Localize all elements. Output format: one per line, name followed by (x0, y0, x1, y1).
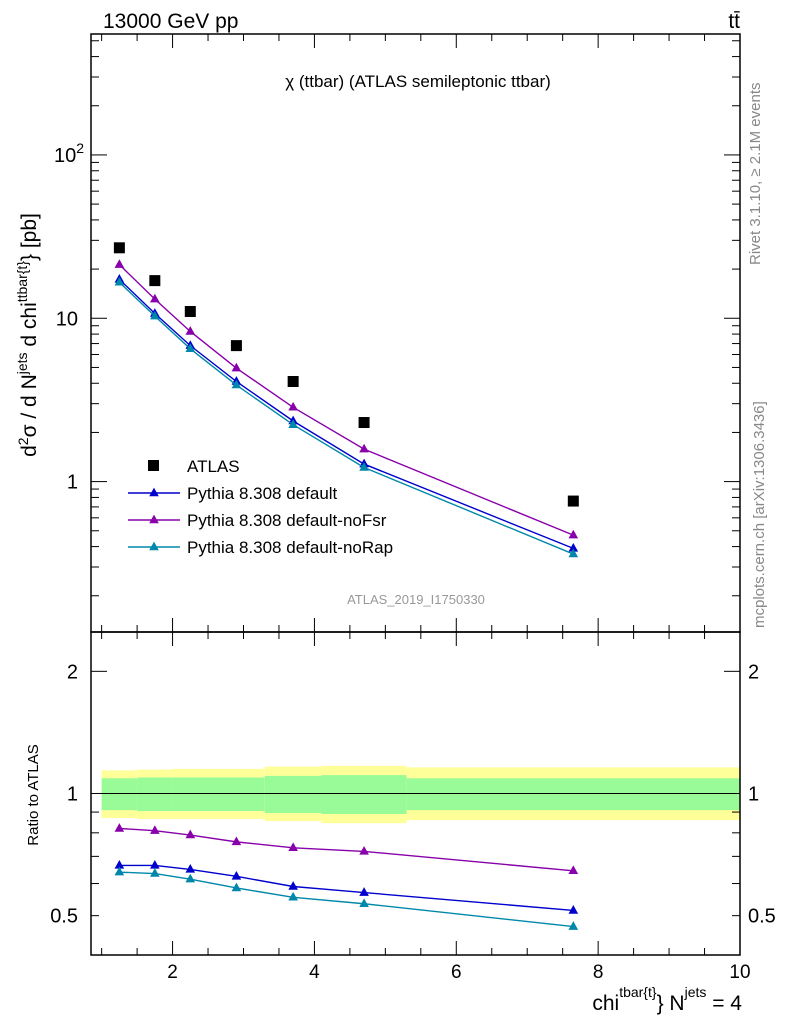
data-point-series-2 (150, 293, 160, 303)
data-point-series-2 (288, 401, 298, 411)
data-point-series-2 (185, 326, 196, 335)
ratio-point-series-1 (231, 836, 242, 846)
ratio-band-inner (172, 777, 209, 812)
main-title: χ (ttbar) (ATLAS semileptonic ttbar) (285, 72, 551, 91)
x-tick-label: 6 (451, 962, 462, 983)
data-point-series-2 (114, 259, 125, 268)
data-point-series-2 (568, 529, 579, 539)
ratio-point-series-2 (185, 873, 196, 883)
data-point-atlas (358, 417, 370, 429)
legend-label: Pythia 8.308 default (187, 484, 338, 503)
ratio-point-series-0 (568, 905, 579, 914)
data-point-series-3 (185, 343, 196, 353)
ratio-point-series-2 (288, 891, 298, 901)
data-point-atlas (230, 340, 242, 352)
ratio-band-inner (101, 778, 138, 811)
data-point-atlas (567, 495, 579, 507)
x-tick-label: 8 (593, 962, 604, 983)
ratio-point-series-2 (568, 921, 579, 930)
data-point-atlas (184, 306, 196, 318)
ratio-y-tick-label-right: 2 (748, 661, 759, 683)
x-tick-label: 2 (167, 962, 178, 983)
watermark: ATLAS_2019_I1750330 (347, 592, 485, 607)
data-point-atlas (113, 242, 125, 254)
data-point-series-1 (568, 542, 579, 552)
x-axis-label: chitbar{t}} Njets = 4 (592, 984, 742, 1015)
ratio-band-inner (321, 775, 407, 815)
ratio-point-series-0 (114, 860, 125, 869)
ratio-band-inner (406, 778, 740, 811)
y-tick-label: 1 (67, 472, 78, 494)
data-point-series-2 (359, 443, 369, 453)
legend-label: ATLAS (187, 457, 240, 476)
ratio-point-series-2 (150, 868, 160, 877)
ratio-point-series-1 (114, 823, 125, 832)
header-left: 13000 GeV pp (103, 10, 238, 33)
main-y-axis-label: d2σ / d Njets d chittbar{t}} [pb] (14, 213, 41, 457)
legend-marker (149, 541, 159, 551)
ratio-y-tick-label: 0.5 (50, 906, 78, 928)
ratio-point-series-0 (231, 870, 242, 880)
ratio-y-tick-label-right: 0.5 (748, 906, 776, 928)
ratio-point-series-1 (288, 842, 298, 852)
ratio-band-inner (264, 775, 322, 814)
ratio-point-series-2 (359, 898, 369, 907)
ratio-band-inner (208, 777, 265, 812)
header-right: tt̄ (728, 10, 740, 33)
x-tick-label: 4 (309, 962, 320, 983)
data-point-series-3 (359, 462, 369, 471)
ratio-panel: Ratio to ATLAS chitbar{t}} Njets = 4 2 4 6… (25, 631, 776, 1015)
x-tick-label: 10 (729, 962, 750, 983)
series-line-1 (118, 278, 574, 550)
data-point-series-3 (288, 419, 298, 428)
data-point-series-3 (231, 379, 242, 389)
ratio-point-series-0 (288, 881, 298, 890)
data-point-series-3 (568, 548, 579, 558)
ratio-point-series-2 (114, 866, 125, 876)
data-point-atlas (149, 275, 161, 287)
data-point-series-3 (114, 276, 125, 286)
ratio-band-inner (137, 777, 173, 812)
ratio-point-series-1 (150, 825, 160, 834)
ratio-point-series-1 (185, 829, 196, 839)
ratio-y-tick-label: 1 (67, 784, 78, 806)
data-point-atlas (287, 376, 299, 388)
y-tick-label: 10 (56, 308, 78, 330)
y-tick-label: 102 (54, 140, 84, 167)
ratio-point-series-2 (231, 882, 242, 892)
legend: ATLAS Pythia 8.308 default Pythia 8.308 de… (128, 457, 393, 557)
legend-marker (149, 514, 159, 524)
ratio-point-series-0 (185, 864, 196, 873)
ratio-y-tick-label-right: 1 (748, 784, 759, 806)
data-point-series-3 (150, 310, 160, 320)
legend-label: Pythia 8.308 default-noRap (187, 538, 393, 557)
mcplots-label: mcplots.cern.ch [arXiv:1306.3436] (751, 401, 768, 628)
legend-marker (149, 487, 159, 497)
ratio-point-series-1 (359, 846, 369, 855)
ratio-point-series-1 (568, 865, 579, 875)
legend-marker-atlas (148, 460, 159, 471)
ratio-y-tick-label: 2 (67, 661, 78, 683)
ratio-point-series-0 (150, 860, 160, 869)
ratio-point-series-0 (359, 887, 369, 896)
legend-label: Pythia 8.308 default-noFsr (187, 511, 387, 530)
rivet-label: Rivet 3.1.10, ≥ 2.1M events (747, 83, 764, 266)
data-point-series-2 (231, 362, 242, 372)
ratio-y-axis-label: Ratio to ATLAS (25, 744, 42, 845)
